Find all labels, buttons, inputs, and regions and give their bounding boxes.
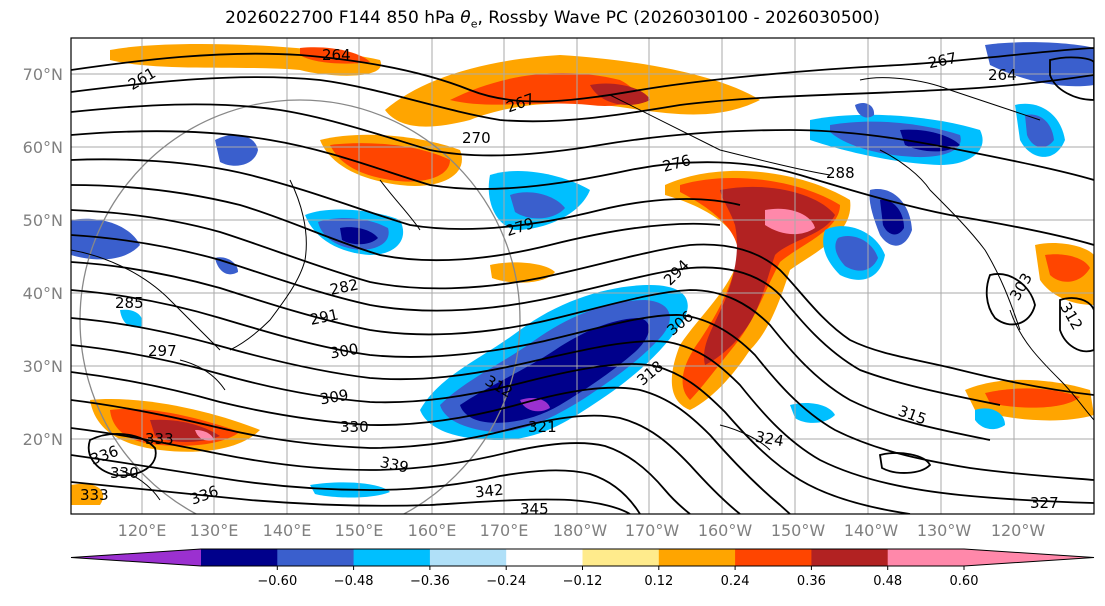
lat-label: 20°N xyxy=(23,430,63,449)
contour-label: 267 xyxy=(927,49,959,73)
colorbar-segment xyxy=(811,549,889,566)
lon-label: 170°W xyxy=(625,521,680,540)
contour-label: 264 xyxy=(322,46,351,64)
contour-label: 264 xyxy=(988,66,1017,84)
lon-label: 180°W xyxy=(553,521,608,540)
colorbar-tick-label: 0.24 xyxy=(721,574,750,589)
contour-label: 288 xyxy=(826,164,855,182)
contour-label: 342 xyxy=(474,481,504,502)
lat-label: 60°N xyxy=(23,138,63,157)
contour-label: 321 xyxy=(528,418,557,436)
colorbar-segment xyxy=(658,549,736,566)
colorbar-tick-label: 0.12 xyxy=(644,574,673,589)
map-plot-area: 264 261 267 270 267 264 276 288 279 282 … xyxy=(71,38,1094,518)
reference-circle xyxy=(79,99,521,514)
contour-label: 333 xyxy=(80,486,109,504)
colorbar-extend-min xyxy=(71,549,201,566)
longitude-labels: 120°E 130°E 140°E 150°E 160°E 170°E 180°… xyxy=(118,521,1046,540)
colorbar-segment xyxy=(582,549,660,566)
contour-label: 339 xyxy=(378,453,410,477)
contour-label: 282 xyxy=(328,275,360,299)
lon-label: 130°W xyxy=(917,521,972,540)
contour-label: 291 xyxy=(308,305,340,329)
colorbar: −0.60 −0.48 −0.36 −0.24 −0.12 0.12 0.24 0.36 0.4… xyxy=(70,548,1095,589)
lon-label: 120°W xyxy=(991,521,1046,540)
map-title: 2026022700 F144 850 hPa θe, Rossby Wave … xyxy=(225,8,880,31)
lon-label: 160°E xyxy=(408,521,457,540)
contour-label: 330 xyxy=(110,464,139,482)
latitude-labels: 70°N 60°N 50°N 40°N 30°N 20°N xyxy=(23,65,63,449)
lon-label: 140°E xyxy=(263,521,312,540)
contour-label: 297 xyxy=(148,342,177,360)
contour-label: 270 xyxy=(462,129,491,147)
contour-label: 285 xyxy=(115,294,144,312)
colorbar-segment xyxy=(353,549,431,566)
lon-label: 160°W xyxy=(698,521,753,540)
lat-label: 30°N xyxy=(23,357,63,376)
colorbar-segment xyxy=(277,549,355,566)
lon-label: 140°W xyxy=(844,521,899,540)
lon-label: 150°E xyxy=(335,521,384,540)
colorbar-tick-label: −0.48 xyxy=(334,574,374,589)
contour-label: 327 xyxy=(1030,494,1059,512)
colorbar-tick-label: −0.12 xyxy=(563,574,603,589)
lon-label: 120°E xyxy=(118,521,167,540)
colorbar-segment xyxy=(429,549,507,566)
contour-label: 300 xyxy=(328,340,359,363)
colorbar-segment xyxy=(887,549,965,566)
lon-label: 170°E xyxy=(480,521,529,540)
colorbar-tick-label: −0.36 xyxy=(410,574,450,589)
coastlines xyxy=(71,77,1094,501)
contour-label: 330 xyxy=(340,418,369,436)
map-frame xyxy=(70,37,1095,515)
colorbar-segment xyxy=(506,549,583,566)
colorbar-tick-label: 0.36 xyxy=(797,574,826,589)
colorbar-tick-label: −0.24 xyxy=(486,574,526,589)
contour-label: 309 xyxy=(318,386,349,409)
colorbar-outline xyxy=(70,548,1095,567)
colorbar-segment xyxy=(735,549,812,566)
lon-label: 150°W xyxy=(771,521,826,540)
colorbar-tick-label: 0.48 xyxy=(873,574,902,589)
contour-label: 345 xyxy=(520,500,549,518)
lon-label: 130°E xyxy=(190,521,239,540)
theta-e-contours xyxy=(71,47,1094,514)
contour-label: 333 xyxy=(145,430,174,448)
colorbar-tick-label: −0.60 xyxy=(257,574,297,589)
lat-label: 70°N xyxy=(23,65,63,84)
lat-label: 50°N xyxy=(23,211,63,230)
colorbar-extend-max xyxy=(964,549,1094,566)
colorbar-segment xyxy=(201,549,278,566)
lat-label: 40°N xyxy=(23,284,63,303)
contour-label: 324 xyxy=(754,428,785,451)
colorbar-tick-label: 0.60 xyxy=(950,574,979,589)
